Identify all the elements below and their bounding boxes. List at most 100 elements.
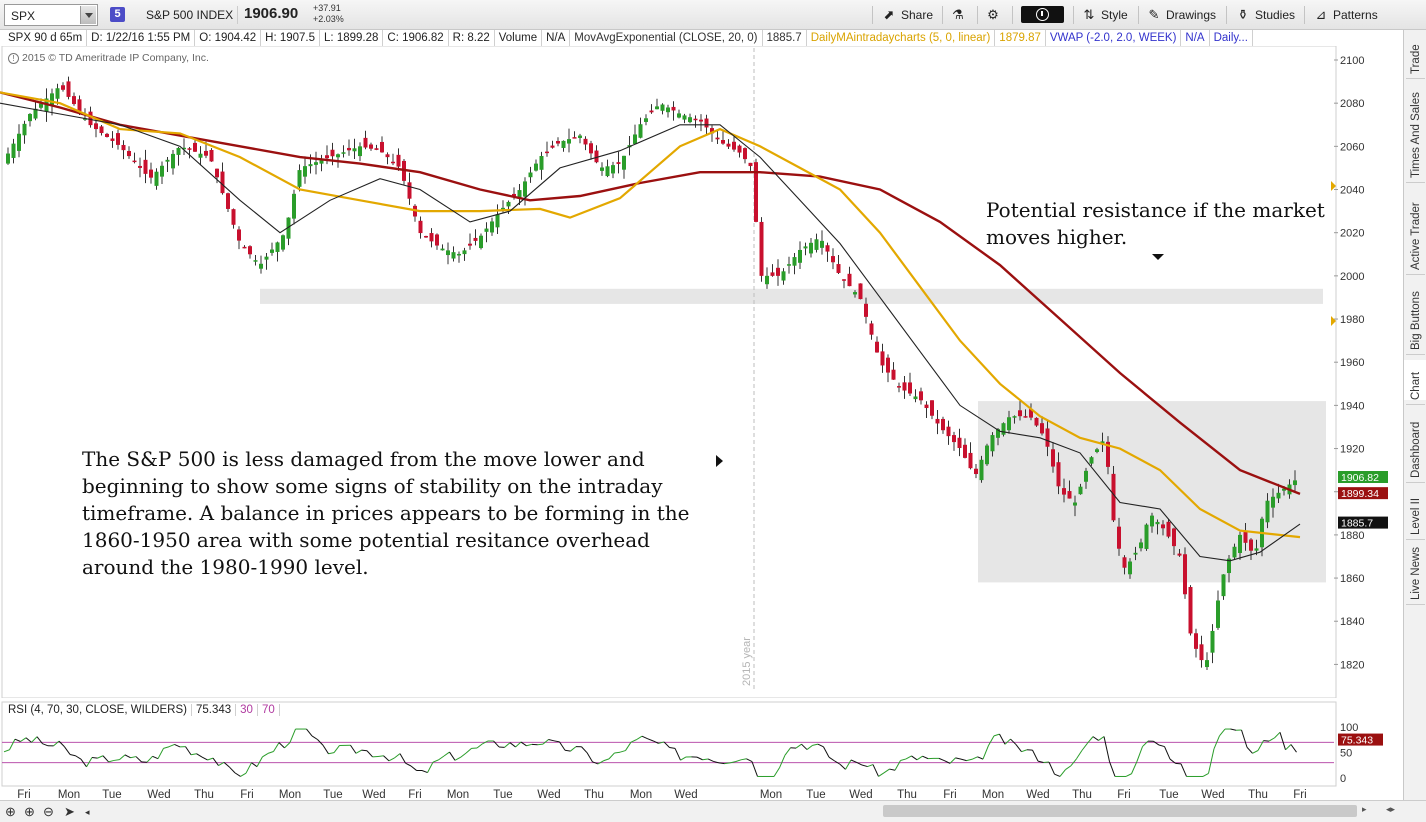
patterns-button[interactable]: ⊿ Patterns	[1314, 5, 1378, 25]
candle-body	[583, 138, 588, 145]
net-change: +37.91 +2.03%	[313, 3, 344, 25]
ema-study-label[interactable]: MovAvgExponential (CLOSE, 20, 0)	[570, 30, 763, 46]
rsi-tick-label: 100	[1340, 722, 1358, 734]
candle-body	[616, 162, 621, 164]
ema-study-value: 1885.7	[763, 30, 807, 46]
rsi-segment	[449, 751, 456, 761]
candle-body	[1232, 546, 1237, 558]
candle-body	[941, 418, 945, 431]
tab-trade[interactable]: Trade	[1404, 34, 1426, 74]
link-group-badge[interactable]: 5	[110, 7, 125, 22]
rsi-segment	[108, 759, 115, 763]
info-icon[interactable]: !	[8, 53, 19, 64]
chart-spec[interactable]: SPX 90 d 65m	[4, 30, 88, 46]
time-tick-label: Wed	[1201, 789, 1224, 800]
zoom-in-icon[interactable]: ⊕	[24, 804, 35, 819]
resistance-annotation[interactable]: Potential resistance if the market moves…	[986, 198, 1325, 249]
time-axis[interactable]: Fri Mon Tue Wed Thu Fri Mon Tue Wed Fri Mon Tue Wed T…	[17, 789, 1306, 800]
candle-body	[215, 168, 219, 178]
time-tick-label: Wed	[537, 789, 560, 800]
rsi-segment	[916, 755, 923, 761]
flask-button[interactable]: ⚗	[951, 5, 970, 25]
candle-body	[369, 144, 373, 149]
candle-body	[121, 144, 126, 151]
rsi-segment	[586, 752, 593, 763]
tab-times-and-sales[interactable]: Times And Sales	[1404, 78, 1426, 178]
rsi-segment	[432, 759, 439, 763]
price-chart[interactable]: 1820184018601880190019201940196019802000…	[0, 46, 1400, 698]
rsi-study-label[interactable]: RSI (4, 70, 30, CLOSE, WILDERS)	[4, 704, 192, 716]
time-tick-label: Fri	[1293, 789, 1306, 800]
candle-body	[578, 135, 582, 138]
rsi-segment	[999, 733, 1006, 745]
rsi-segment	[443, 751, 450, 757]
daily-ma-study-label[interactable]: DailyMAintradaycharts (5, 0, linear)	[807, 30, 996, 46]
price-tick-label: 2000	[1340, 271, 1364, 283]
rsi-segment	[361, 749, 368, 752]
candle-body	[33, 108, 38, 119]
expand-icon[interactable]: ◂▸	[1386, 804, 1396, 814]
rsi-segment	[971, 756, 978, 760]
rsi-segment	[619, 750, 626, 753]
scroll-right-icon[interactable]: ▸	[1362, 804, 1367, 814]
rsi-segment	[91, 756, 98, 759]
tab-level-ii[interactable]: Level II	[1404, 488, 1426, 535]
candle-body	[154, 171, 159, 186]
rsi-segment	[1059, 769, 1066, 777]
crosshair-icon[interactable]: ⊕	[5, 804, 16, 819]
side-tab-label: Chart	[1410, 371, 1422, 400]
rsi-segment	[729, 761, 736, 764]
symbol-selector[interactable]: SPX	[4, 4, 98, 26]
rsi-segment	[157, 748, 164, 759]
more-studies-label[interactable]: Daily...	[1210, 30, 1253, 46]
zones-layer	[260, 288, 1326, 583]
candle-body	[517, 190, 522, 199]
side-panel-tabs: Trade Times And Sales Active Trader Big But…	[1403, 30, 1426, 800]
drawings-button[interactable]: ✎ Drawings	[1147, 5, 1216, 25]
price-axis[interactable]: 1820184018601880190019201940196019802000…	[1334, 55, 1364, 671]
candle-body	[572, 137, 577, 139]
commentary-annotation[interactable]: The S&P 500 is less damaged from the mov…	[82, 447, 690, 579]
candle-body	[715, 137, 720, 140]
symbol-text: SPX	[11, 9, 36, 23]
alert-marker-icon	[1331, 181, 1336, 191]
pointer-icon[interactable]: ➤	[64, 804, 75, 819]
rsi-segment	[119, 754, 126, 760]
tab-active-trader[interactable]: Active Trader	[1404, 188, 1426, 270]
rsi-segment	[658, 741, 665, 744]
rsi-tick-label: 50	[1340, 748, 1352, 760]
rsi-segment	[1098, 736, 1105, 741]
horizontal-scrollbar[interactable]	[883, 805, 1357, 817]
candle-body	[429, 233, 434, 242]
tab-dashboard[interactable]: Dashboard	[1404, 410, 1426, 478]
candle-body	[534, 163, 538, 171]
vwap-study-label[interactable]: VWAP (-2.0, 2.0, WEEK)	[1046, 30, 1182, 46]
candle-body	[55, 88, 60, 99]
tab-live-news[interactable]: Live News	[1404, 545, 1426, 600]
tab-chart[interactable]: Chart	[1404, 360, 1426, 400]
candle-body	[1166, 521, 1171, 537]
candle-body	[330, 149, 335, 157]
clock-icon[interactable]	[1021, 6, 1064, 23]
style-label: Style	[1101, 8, 1128, 22]
tab-big-buttons[interactable]: Big Buttons	[1404, 280, 1426, 350]
side-tab-label: Live News	[1410, 546, 1422, 600]
volume-label[interactable]: Volume	[495, 30, 543, 46]
rsi-segment	[1252, 750, 1259, 754]
style-button[interactable]: ⇅ Style	[1082, 5, 1128, 25]
time-tick-label: Thu	[584, 789, 604, 800]
rsi-segment	[911, 755, 918, 761]
time-tick-label: Fri	[17, 789, 30, 800]
settings-button[interactable]: ⚙	[986, 5, 1005, 25]
chevron-down-icon[interactable]	[80, 6, 96, 24]
rsi-segment	[713, 760, 720, 764]
candle-body	[726, 143, 731, 147]
scroll-left-icon[interactable]: ◂	[85, 807, 90, 817]
time-tick-label: Wed	[1026, 789, 1049, 800]
side-tab-label: Dashboard	[1410, 421, 1422, 478]
candle-body	[649, 110, 654, 113]
zoom-out-icon[interactable]: ⊖	[43, 804, 54, 819]
share-button[interactable]: ⬈ Share	[882, 5, 933, 25]
studies-button[interactable]: ⚱ Studies	[1236, 5, 1295, 25]
